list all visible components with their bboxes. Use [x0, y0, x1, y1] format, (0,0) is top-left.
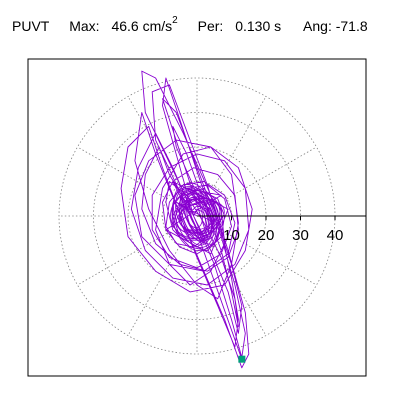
max-value: 46.6 cm/s2 [111, 14, 177, 38]
grid-spoke-240 [127, 245, 181, 336]
max-label: Max: [69, 18, 100, 34]
header-bar: PUVT Max: 46.6 cm/s2 Per: 0.130 s Ang: -… [12, 14, 392, 38]
trace-core-loop [175, 196, 219, 236]
trace-layer [120, 70, 253, 369]
grid-spoke-210 [77, 232, 168, 286]
station-code: PUVT [12, 18, 50, 34]
grid-spoke-120 [127, 96, 181, 187]
trace-core-loop [180, 201, 217, 234]
grid-spoke-300 [213, 245, 267, 336]
radial-tick-label-10: 10 [223, 227, 240, 244]
period-value: 0.130 s [235, 18, 282, 34]
grid-spoke-330 [226, 232, 317, 286]
trace-core-loop [185, 193, 207, 241]
period-label: Per: [197, 18, 224, 34]
trace-core-loop [170, 190, 221, 239]
angle-label: Ang: [303, 18, 332, 34]
trace-core-loop [180, 193, 215, 239]
tick-labels: 10 20 30 40 [223, 227, 343, 244]
grid-spoke-150 [77, 146, 168, 200]
grid-spoke-60 [213, 96, 267, 187]
radial-tick-label-20: 20 [258, 227, 275, 244]
angle-value: -71.8 [335, 18, 368, 34]
axis-layer [197, 215, 366, 220]
max-value-text: 46.6 cm/s [111, 18, 173, 34]
grid-spoke-30 [226, 146, 317, 200]
trace-core-loop [184, 198, 203, 229]
radial-tick-label-40: 40 [327, 227, 344, 244]
max-value-exponent: 2 [172, 15, 178, 27]
plot-frame [27, 58, 367, 377]
end-point-marker [238, 355, 246, 363]
radial-tick-label-30: 30 [292, 227, 309, 244]
